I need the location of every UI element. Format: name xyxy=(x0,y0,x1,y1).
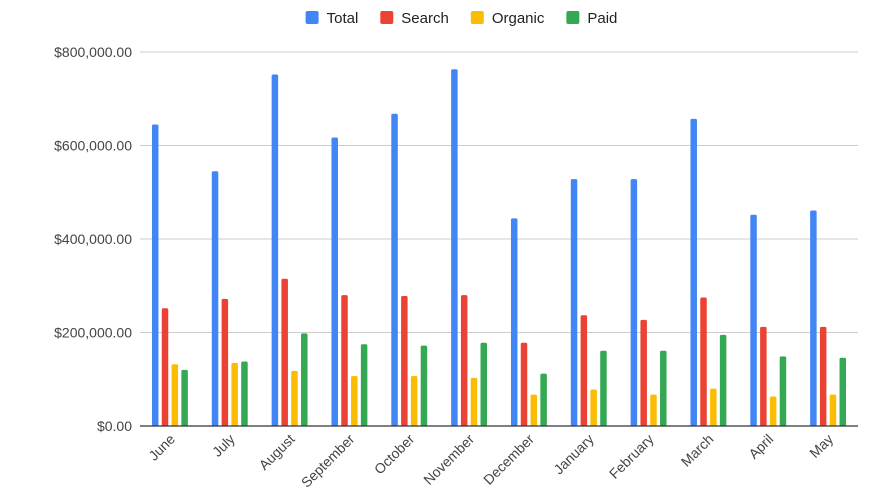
bar-total-august[interactable] xyxy=(271,74,279,426)
x-tick-label: August xyxy=(256,431,298,473)
bar-search-april[interactable] xyxy=(760,326,767,426)
x-tick-label: September xyxy=(298,431,358,491)
bar-paid-november[interactable] xyxy=(480,342,488,426)
y-tick-label: $0.00 xyxy=(97,418,132,434)
y-axis-ticks: $0.00 $200,000.00 $400,000.00 $600,000.00 $8… xyxy=(54,44,132,434)
bar-paid-october[interactable] xyxy=(420,345,428,426)
x-tick-label: October xyxy=(371,431,418,478)
bar-organic-may[interactable] xyxy=(829,394,837,426)
bar-total-september[interactable] xyxy=(331,137,338,427)
legend-swatch-search xyxy=(380,11,394,24)
legend-swatch-organic xyxy=(470,11,484,24)
x-tick-label: April xyxy=(745,431,776,462)
bar-organic-march[interactable] xyxy=(710,388,717,426)
x-axis-ticks: June July August September October November De… xyxy=(145,431,836,491)
bar-search-august[interactable] xyxy=(281,278,288,426)
bar-paid-march[interactable] xyxy=(719,334,727,426)
bar-total-january[interactable] xyxy=(570,179,578,426)
legend-label-search: Search xyxy=(401,10,449,27)
y-tick-label: $800,000.00 xyxy=(54,44,132,60)
legend-swatch-total xyxy=(305,11,319,24)
bar-organic-september[interactable] xyxy=(351,375,358,426)
x-tick-label: January xyxy=(550,431,597,478)
bar-paid-december[interactable] xyxy=(540,373,547,426)
bar-total-july[interactable] xyxy=(211,171,219,426)
bar-paid-february[interactable] xyxy=(660,350,667,426)
bar-paid-june[interactable] xyxy=(181,369,188,426)
bar-search-october[interactable] xyxy=(401,296,408,426)
x-tick-label: June xyxy=(145,431,178,464)
bar-search-january[interactable] xyxy=(580,315,588,426)
bar-organic-january[interactable] xyxy=(590,389,597,426)
y-tick-label: $600,000.00 xyxy=(54,138,132,154)
bar-total-november[interactable] xyxy=(451,69,458,427)
bar-organic-july[interactable] xyxy=(231,362,238,426)
x-tick-label: February xyxy=(606,431,657,482)
bar-organic-december[interactable] xyxy=(530,394,538,426)
bar-total-may[interactable] xyxy=(810,210,817,426)
x-tick-label: July xyxy=(209,431,238,460)
bar-paid-august[interactable] xyxy=(301,333,308,426)
bar-total-december[interactable] xyxy=(510,218,518,426)
bars xyxy=(151,69,847,427)
bar-search-march[interactable] xyxy=(700,297,707,426)
bar-paid-july[interactable] xyxy=(241,361,248,426)
legend-swatch-paid xyxy=(566,11,580,24)
bar-total-april[interactable] xyxy=(750,214,757,426)
x-tick-label: May xyxy=(806,431,836,461)
bar-search-november[interactable] xyxy=(460,295,468,426)
grid xyxy=(140,51,858,333)
bar-search-may[interactable] xyxy=(819,326,827,426)
bar-organic-october[interactable] xyxy=(410,375,418,426)
bar-paid-september[interactable] xyxy=(360,344,368,426)
x-tick-label: March xyxy=(678,431,717,470)
bar-paid-april[interactable] xyxy=(779,356,787,426)
x-tick-label: December xyxy=(480,431,537,488)
bar-total-october[interactable] xyxy=(391,113,398,427)
bar-search-july[interactable] xyxy=(221,298,229,426)
legend: Total Search Organic Paid xyxy=(305,10,617,27)
bar-total-march[interactable] xyxy=(690,118,697,426)
bar-search-september[interactable] xyxy=(341,295,348,426)
bar-organic-november[interactable] xyxy=(470,377,478,426)
bar-total-june[interactable] xyxy=(151,124,159,427)
legend-label-organic: Organic xyxy=(492,10,545,27)
bar-organic-june[interactable] xyxy=(171,364,179,426)
bar-paid-january[interactable] xyxy=(600,350,607,426)
bar-organic-february[interactable] xyxy=(650,394,657,426)
y-tick-label: $400,000.00 xyxy=(54,231,132,247)
bar-search-june[interactable] xyxy=(161,308,169,426)
bar-organic-april[interactable] xyxy=(769,396,777,426)
x-tick-label: November xyxy=(420,431,477,488)
bar-search-december[interactable] xyxy=(520,342,528,426)
bar-search-february[interactable] xyxy=(640,319,647,426)
bar-organic-august[interactable] xyxy=(291,370,298,426)
y-tick-label: $200,000.00 xyxy=(54,325,132,341)
legend-label-paid: Paid xyxy=(587,10,617,27)
legend-label-total: Total xyxy=(327,10,359,27)
bar-paid-may[interactable] xyxy=(839,357,847,426)
bar-total-february[interactable] xyxy=(630,179,638,426)
